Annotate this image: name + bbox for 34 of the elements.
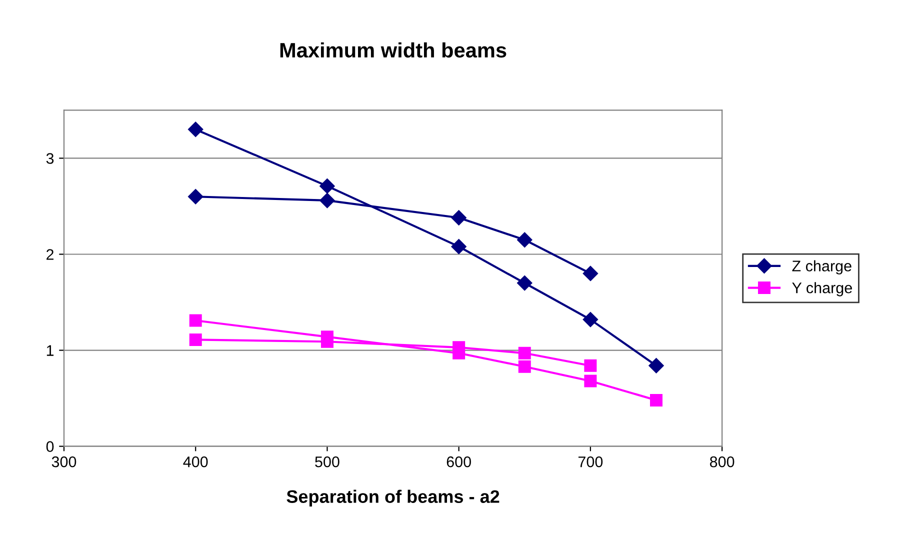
- legend-label: Z charge: [792, 260, 852, 274]
- y-tick-label: 3: [46, 153, 54, 164]
- x-axis-title: Separation of beams - a2: [286, 490, 500, 507]
- x-tick-label: 700: [578, 456, 603, 468]
- chart-title: Maximum width beams: [280, 42, 506, 58]
- y-tick-label: 1: [46, 345, 54, 356]
- point: [451, 238, 466, 254]
- x-tick-label: 400: [183, 456, 208, 468]
- point: [518, 346, 531, 360]
- point: [188, 122, 204, 137]
- point: [189, 333, 202, 346]
- point: [584, 374, 597, 388]
- x-tick-label: 500: [315, 456, 340, 468]
- point: [452, 341, 466, 354]
- point: [648, 358, 664, 374]
- y-tick-label: 0: [46, 441, 54, 452]
- point: [582, 266, 598, 282]
- point: [518, 360, 531, 373]
- point: [584, 359, 597, 372]
- point: [582, 312, 598, 328]
- point: [320, 335, 334, 348]
- point: [320, 192, 335, 208]
- point: [650, 394, 662, 406]
- point: [451, 210, 466, 226]
- x-tick-label: 300: [52, 456, 76, 468]
- point: [517, 275, 532, 291]
- x-tick-label: 800: [710, 456, 734, 468]
- legend-label: Y charge: [792, 282, 852, 296]
- point: [188, 189, 204, 204]
- y-tick-label: 2: [46, 249, 54, 260]
- point: [320, 178, 335, 194]
- point: [189, 314, 202, 327]
- x-tick-label: 600: [446, 456, 471, 468]
- point: [517, 232, 532, 248]
